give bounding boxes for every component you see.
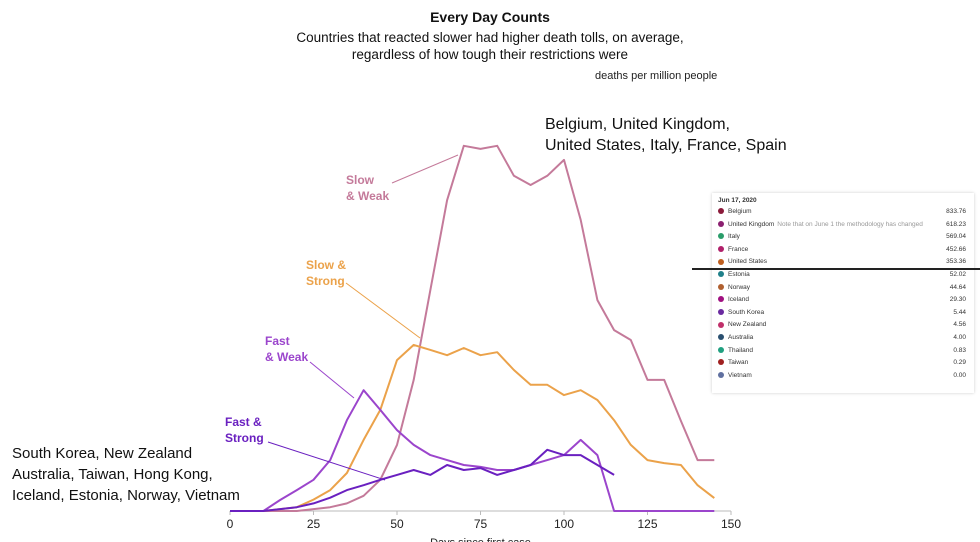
row-value: 353.36 [946,258,966,266]
row-dot [718,334,724,341]
row-dot [718,246,724,253]
row-dot [718,359,724,366]
row-dot [718,283,724,290]
row-value: 0.00 [953,371,966,379]
row-value: 29.30 [949,296,966,304]
inset-date: Jun 17, 2020 [718,197,757,204]
row-value: 44.64 [949,283,966,291]
row-name: Estonia [728,271,750,278]
table-row: New Zealand 4.56 [718,319,966,331]
table-row: Norway 44.64 [718,282,966,294]
row-dot [718,309,724,316]
row-value: 833.76 [946,208,966,215]
series-label: Fast & Strong [225,415,264,445]
subtitle: Countries that reacted slower had higher… [296,30,684,62]
label-arrow [391,154,459,184]
divider [692,268,980,270]
annotation: Belgium, United Kingdom, United States, … [545,116,787,154]
x-tick-label: 50 [390,517,404,531]
table-row: Taiwan 0.29 [718,357,966,369]
row-name: New Zealand [728,321,767,329]
title: Every Day Counts [430,9,550,25]
label-arrow [345,282,421,339]
table-row: Iceland 29.30 [718,294,966,306]
table-row: Belgium 833.76 [718,206,966,218]
row-dot [718,220,724,227]
row-name: South Korea [728,308,765,316]
x-tick-label: 100 [554,517,574,531]
table-row: France 452.66 [718,244,966,256]
row-dot [718,296,724,303]
annotation: South Korea, New Zealand Australia, Taiw… [12,445,240,504]
label-arrow [267,441,386,481]
row-dot [718,372,724,379]
row-value: 0.29 [953,359,966,367]
x-tick-label: 125 [637,517,657,531]
series-line [230,144,715,512]
x-tick-label: 25 [307,517,321,531]
row-value: 5.44 [953,308,966,316]
table-row: Thailand 0.83 [718,345,966,357]
table-row: United States 353.36 [718,256,966,268]
row-value: 569.04 [946,233,966,241]
row-dot [718,321,724,328]
x-tick-label: 150 [721,517,741,531]
series-line [230,343,715,512]
series-label: Fast & Weak [265,334,309,364]
x-tick-label: 75 [474,517,488,531]
row-name: Belgium [728,208,752,215]
row-name: United Kingdom [728,220,775,228]
inset-table: Jun 17, 2020 Belgium 833.76 United Kingdom… [712,193,974,393]
table-row: South Korea 5.44 [718,307,966,319]
x-tick-label: 0 [227,517,234,531]
y-axis-label: deaths per million people [595,70,718,82]
row-name: Thailand [728,346,753,354]
row-name: France [728,245,749,253]
row-value: 618.23 [946,220,966,228]
table-row: United Kingdom Note that on June 1 the me… [718,219,966,231]
row-name: Taiwan [728,359,749,367]
row-name: Vietnam [728,371,752,379]
table-row: Italy 569.04 [718,231,966,243]
row-name: Norway [728,283,751,291]
row-name: Italy [728,233,740,241]
x-axis-label: Days since first case [430,537,531,542]
row-dot [718,346,724,353]
row-dot [718,233,724,240]
row-value: 452.66 [946,245,966,253]
series-line [230,448,615,512]
row-value: 4.00 [953,334,966,341]
table-row: Australia 4.00 [718,332,966,344]
row-value: 4.56 [953,321,966,329]
row-dot [718,208,724,215]
row-dot [718,258,724,265]
table-row: Estonia 52.02 [718,269,966,281]
label-arrow [309,361,355,399]
row-dot [718,271,724,278]
row-value: 0.83 [953,346,966,354]
series-label: Slow & Strong [306,258,347,288]
series-line [230,389,715,512]
series-label: Slow & Weak [346,173,390,203]
table-row: Vietnam 0.00 [718,370,966,382]
row-value: 52.02 [949,271,966,278]
row-name: United States [728,258,768,266]
row-note: Note that on June 1 the methodology has … [777,220,923,228]
row-name: Australia [728,334,754,341]
row-name: Iceland [728,296,749,304]
